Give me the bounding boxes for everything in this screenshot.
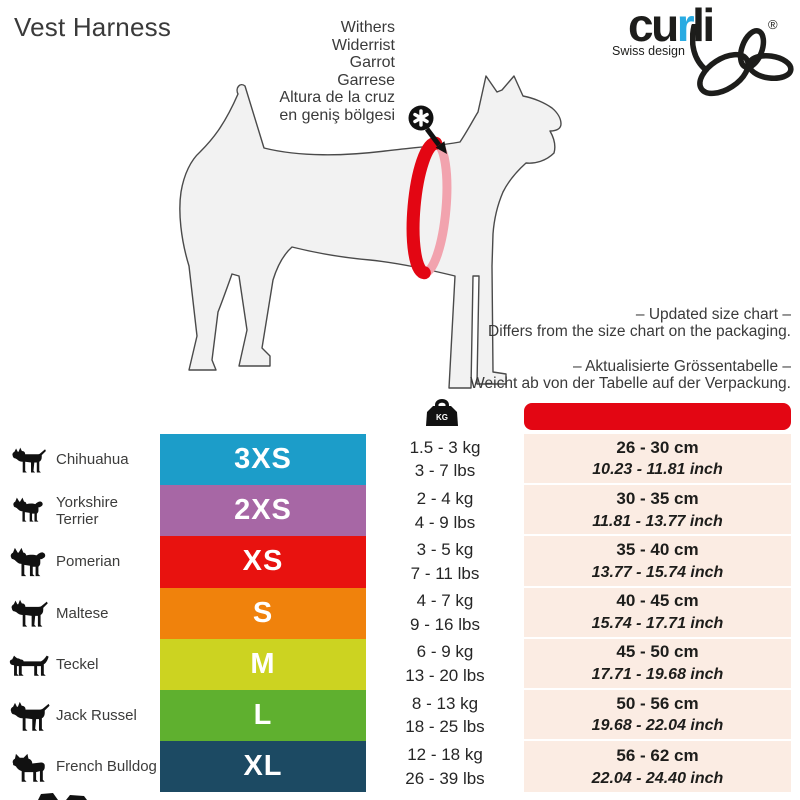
size-label: 3XS <box>234 443 292 476</box>
dog-chihuahua-icon <box>8 444 50 476</box>
size-band: L <box>160 689 366 742</box>
girth-cell: 35 - 40 cm 13.77 - 15.74 inch <box>524 536 791 588</box>
breed-label: Jack Russel <box>56 707 137 725</box>
table-row: Yorkshire Terrier 2XS 2 - 4 kg 4 - 9 lbs… <box>0 485 800 537</box>
size-label: XL <box>243 750 283 783</box>
withers-label: Withers Widerrist Garrot Garrese Altura … <box>279 19 395 124</box>
weight-cell: 6 - 9 kg 13 - 20 lbs <box>366 639 524 690</box>
girth-cm: 40 - 45 cm <box>616 591 699 611</box>
weight-lbs: 4 - 9 lbs <box>414 512 476 532</box>
size-band: 3XS <box>160 434 366 486</box>
breed-label: Chihuahua <box>56 451 129 469</box>
girth-inch: 10.23 - 11.81 inch <box>592 461 723 479</box>
girth-cell: 50 - 56 cm 19.68 - 22.04 inch <box>524 689 791 742</box>
girth-cell: 40 - 45 cm 15.74 - 17.71 inch <box>524 587 791 639</box>
weight-cell: 2 - 4 kg 4 - 9 lbs <box>366 485 524 536</box>
girth-cell: 30 - 35 cm 11.81 - 13.77 inch <box>524 485 791 537</box>
brand-wordmark: curli <box>628 0 715 51</box>
weight-lbs: 18 - 25 lbs <box>405 717 485 737</box>
weight-lbs: 3 - 7 lbs <box>414 461 476 481</box>
table-row: French Bulldog XL 12 - 18 kg 26 - 39 lbs… <box>0 741 800 793</box>
red-size-bar <box>524 403 791 430</box>
dog-french-bulldog-icon <box>8 751 50 783</box>
size-label: S <box>252 596 274 629</box>
weight-cell: 3 - 5 kg 7 - 11 lbs <box>366 536 524 587</box>
girth-inch: 22.04 - 24.40 inch <box>591 769 724 787</box>
table-row: Chihuahua 3XS 1.5 - 3 kg 3 - 7 lbs 26 - … <box>0 434 800 486</box>
weight-kg: 8 - 13 kg <box>411 693 479 713</box>
dog-pomerian-icon <box>8 546 50 578</box>
asterisk-marker-icon <box>408 105 447 154</box>
weight-kg: 2 - 4 kg <box>416 488 474 508</box>
size-table: Chihuahua 3XS 1.5 - 3 kg 3 - 7 lbs 26 - … <box>0 434 800 793</box>
weight-kg: 12 - 18 kg <box>407 744 483 764</box>
breed-label: Pomerian <box>56 553 121 571</box>
breed-label: Teckel <box>56 655 99 673</box>
weight-kg: 6 - 9 kg <box>416 642 474 662</box>
svg-text:KG: KG <box>436 413 448 422</box>
size-band: 2XS <box>160 485 366 537</box>
dog-teckel-icon <box>8 648 50 680</box>
registered-mark: ® <box>768 17 778 32</box>
page-title: Vest Harness <box>14 12 172 42</box>
dog-yorkshire-terrier-icon <box>8 495 50 527</box>
weight-kg: 3 - 5 kg <box>416 540 474 560</box>
weight-lbs: 7 - 11 lbs <box>410 563 480 583</box>
size-label: M <box>250 647 276 680</box>
size-band: XL <box>160 741 366 793</box>
girth-cm: 26 - 30 cm <box>616 437 699 457</box>
update-notes: – Updated size chart – Differs from the … <box>451 306 791 410</box>
girth-inch: 19.68 - 22.04 inch <box>591 717 724 735</box>
girth-cm: 50 - 56 cm <box>616 693 699 713</box>
curli-logo: curli ® Swiss design <box>608 0 800 100</box>
size-label: 2XS <box>234 494 292 527</box>
girth-inch: 17.71 - 19.68 inch <box>591 666 724 684</box>
breed-label: French Bulldog <box>56 758 157 776</box>
weight-cell: 4 - 7 kg 9 - 16 lbs <box>366 588 524 639</box>
size-band: S <box>160 587 366 639</box>
note-de-body: Weicht ab von der Tabelle auf der Verpac… <box>470 375 791 392</box>
dog-jack-russel-icon <box>8 700 50 732</box>
brand-tagline: Swiss design <box>612 44 685 58</box>
note-en-body: Differs from the size chart on the packa… <box>488 323 791 340</box>
logo-flourish-icon <box>690 24 794 97</box>
girth-inch: 13.77 - 15.74 inch <box>591 563 724 581</box>
note-en-title: – Updated size chart – <box>635 306 791 323</box>
table-row: Teckel M 6 - 9 kg 13 - 20 lbs 45 - 50 cm… <box>0 638 800 690</box>
table-row: Maltese S 4 - 7 kg 9 - 16 lbs 40 - 45 cm… <box>0 587 800 639</box>
table-row: Jack Russel L 8 - 13 kg 18 - 25 lbs 50 -… <box>0 689 800 742</box>
size-label: XS <box>242 545 284 578</box>
weight-lbs: 9 - 16 lbs <box>410 615 480 634</box>
girth-cm: 30 - 35 cm <box>616 488 699 508</box>
breed-label: Maltese <box>56 604 109 622</box>
breed-label: Yorkshire Terrier <box>56 493 118 528</box>
weight-cell: 12 - 18 kg 26 - 39 lbs <box>366 741 524 792</box>
cut-off-next-row-icon <box>38 793 87 800</box>
weight-lbs: 26 - 39 lbs <box>405 768 485 788</box>
kg-weight-icon: KG <box>426 399 458 426</box>
size-band: M <box>160 638 366 690</box>
note-de-title: – Aktualisierte Grössentabelle – <box>573 358 791 375</box>
dog-maltese-icon <box>8 597 50 629</box>
measuring-ring <box>406 136 452 280</box>
girth-cm: 56 - 62 cm <box>616 745 699 765</box>
girth-cell: 45 - 50 cm 17.71 - 19.68 inch <box>524 638 791 690</box>
girth-inch: 15.74 - 17.71 inch <box>591 615 724 632</box>
girth-cm: 35 - 40 cm <box>616 540 699 560</box>
table-row: Pomerian XS 3 - 5 kg 7 - 11 lbs 35 - 40 … <box>0 536 800 588</box>
girth-cell: 26 - 30 cm 10.23 - 11.81 inch <box>524 434 791 486</box>
size-label: L <box>253 699 273 732</box>
girth-cell: 56 - 62 cm 22.04 - 24.40 inch <box>524 741 791 793</box>
weight-cell: 1.5 - 3 kg 3 - 7 lbs <box>366 434 524 485</box>
girth-cm: 45 - 50 cm <box>616 642 699 662</box>
weight-kg: 4 - 7 kg <box>416 591 474 611</box>
size-band: XS <box>160 536 366 588</box>
weight-lbs: 13 - 20 lbs <box>405 666 485 686</box>
weight-cell: 8 - 13 kg 18 - 25 lbs <box>366 690 524 741</box>
girth-inch: 11.81 - 13.77 inch <box>592 512 723 530</box>
weight-kg: 1.5 - 3 kg <box>409 437 481 457</box>
